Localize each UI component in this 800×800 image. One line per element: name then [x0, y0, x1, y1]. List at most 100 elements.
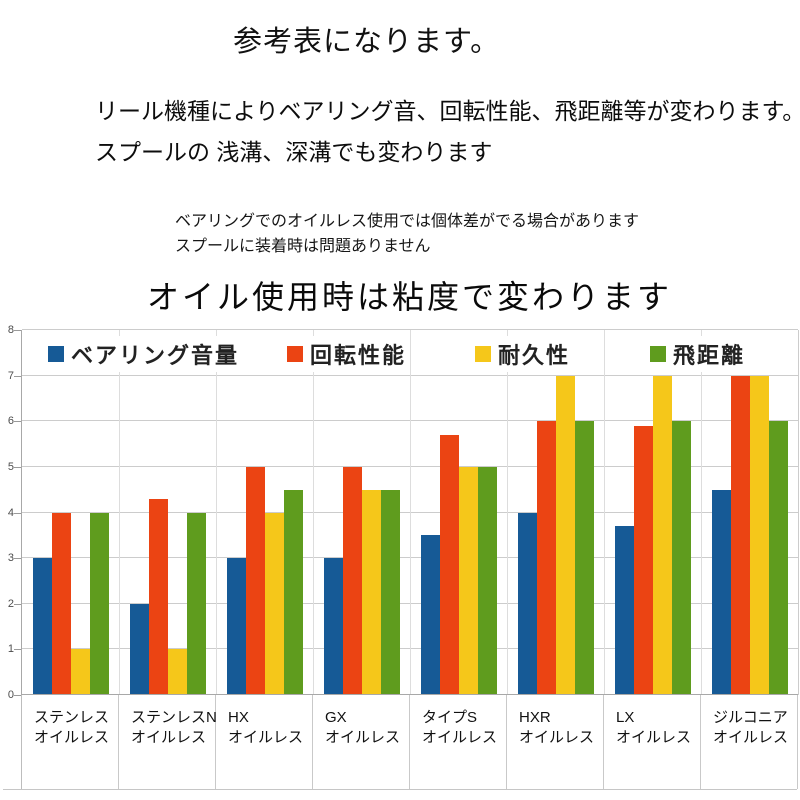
category-label-line: GX: [325, 709, 347, 726]
category-axis: ステンレス オイルレス ステンレスN オイルレス HX オイルレス GX オイルレス タイプS オ…: [21, 695, 798, 789]
category-label-line: ステンレスN: [131, 709, 217, 726]
legend-item-飛距離: 飛距離: [650, 336, 750, 372]
y-axis-tick: [14, 558, 21, 560]
y-axis-tick: [14, 695, 21, 696]
y-axis-label-8: 8: [7, 324, 14, 336]
y-axis-tick: [14, 421, 21, 423]
y-axis-label-5: 5: [7, 460, 14, 473]
plot-area: [21, 329, 799, 695]
y-axis-label-0: 0: [7, 689, 14, 701]
y-axis-tick: [14, 466, 21, 468]
gridline-y8: [22, 329, 798, 330]
category-label-line: ジルコニア: [713, 709, 788, 726]
category-label-line: オイルレス: [228, 729, 304, 746]
category-label-ステンレスN: ステンレスN オイルレス: [119, 695, 217, 789]
category-label-LX: LX オイルレス: [604, 695, 701, 789]
category-separator: [216, 330, 217, 695]
bar-耐久性-0: [71, 649, 90, 695]
y-axis-tick: [14, 330, 21, 331]
bar-飛距離-3: [381, 489, 400, 695]
bar-飛距離-1: [187, 512, 206, 695]
category-label-line: HXR: [519, 709, 551, 726]
statement-text: オイル使用時は粘度で変わります: [147, 279, 673, 315]
intro-line-1: リール機種によりベアリング音、回転性能、飛距離等が変わります。: [95, 98, 800, 124]
bar-回転性能-0: [52, 512, 71, 695]
category-label-HX: HX オイルレス: [216, 695, 313, 789]
bar-回転性能-5: [537, 421, 556, 695]
bar-回転性能-6: [634, 425, 653, 695]
bar-耐久性-7: [750, 375, 769, 695]
x-axis-line: [22, 694, 798, 695]
legend-label: 耐久性: [498, 343, 571, 368]
legend-item-耐久性: 耐久性: [475, 336, 575, 372]
category-label-line: オイルレス: [713, 729, 789, 746]
intro-line-2: スプールの 浅溝、深溝でも変わります: [95, 139, 493, 165]
legend-swatch-icon: [287, 346, 303, 362]
category-separator: [604, 330, 605, 695]
bar-耐久性-1: [168, 649, 187, 695]
bar-飛距離-5: [575, 421, 594, 695]
bottom-border-line: [3, 789, 797, 790]
category-label-ジルコニア: ジルコニアオイルレス: [701, 695, 798, 789]
category-separator: [701, 330, 702, 695]
category-label-line: LX: [616, 709, 635, 726]
bar-ベアリング音量-3: [324, 558, 343, 695]
category-label-line: オイルレス: [616, 729, 692, 746]
y-axis-label-1: 1: [7, 643, 14, 656]
category-label-line: ステンレス: [34, 709, 110, 726]
bar-耐久性-5: [556, 375, 575, 695]
y-axis-tick: [14, 375, 21, 377]
category-label-line: HX: [228, 709, 249, 726]
legend-label: 回転性能: [310, 343, 407, 368]
legend-swatch-icon: [650, 346, 666, 362]
category-label-line: オイルレス: [34, 729, 110, 746]
legend-item-ベアリング音量: ベアリング音量: [48, 336, 244, 372]
legend-item-回転性能: 回転性能: [287, 336, 411, 372]
y-axis-label-2: 2: [7, 597, 14, 610]
bar-飛距離-0: [90, 512, 109, 695]
bar-ベアリング音量-5: [518, 512, 537, 695]
bar-回転性能-1: [149, 498, 168, 695]
bar-飛距離-6: [672, 421, 691, 695]
category-label-タイプS: タイプS オイルレス: [410, 695, 507, 789]
bar-ベアリング音量-2: [227, 558, 246, 695]
legend-label: 飛距離: [673, 343, 746, 368]
category-separator: [410, 330, 411, 695]
category-label-GX: GX オイルレス: [313, 695, 410, 789]
bar-回転性能-7: [731, 375, 750, 695]
bar-ベアリング音量-1: [130, 603, 149, 695]
y-axis-label-4: 4: [7, 506, 14, 519]
bar-飛距離-7: [769, 421, 788, 695]
y-axis-label-3: 3: [7, 552, 14, 565]
category-label-HXR: HXR オイルレス: [507, 695, 604, 789]
category-label-line: オイルレス: [131, 729, 207, 746]
bar-飛距離-2: [284, 489, 303, 695]
category-separator: [507, 330, 508, 695]
category-separator: [313, 330, 314, 695]
note-line-2: スプールに装着時は問題ありません: [175, 238, 431, 255]
category-label-line: タイプS: [422, 709, 478, 726]
bar-回転性能-3: [343, 466, 362, 695]
bar-耐久性-6: [653, 375, 672, 695]
y-axis-tick: [14, 603, 21, 605]
bar-ベアリング音量-4: [421, 535, 440, 695]
bar-飛距離-4: [478, 466, 497, 695]
y-axis-tick: [14, 649, 21, 651]
category-label-line: オイルレス: [519, 729, 595, 746]
chart-legend: ベアリング音量 回転性能 耐久性 飛距離: [0, 336, 776, 372]
bar-chart: ベアリング音量 回転性能 耐久性 飛距離 ステンレス オイルレス ステンレスN オイルレス H…: [0, 318, 800, 800]
bar-回転性能-2: [246, 466, 265, 695]
y-axis-label-7: 7: [7, 369, 14, 382]
page-title: 参考表になります。: [233, 26, 501, 58]
bar-耐久性-3: [362, 489, 381, 695]
y-axis-label-6: 6: [7, 415, 14, 428]
bar-ベアリング音量-0: [33, 558, 52, 695]
bar-回転性能-4: [440, 434, 459, 695]
bar-耐久性-2: [265, 512, 284, 695]
bar-ベアリング音量-6: [615, 526, 634, 695]
legend-swatch-icon: [48, 346, 64, 362]
note-line-1: ベアリングでのオイルレス使用では個体差がでる場合があります: [175, 213, 640, 230]
category-label-line: オイルレス: [325, 729, 401, 746]
category-label-ステンレス: ステンレスオイルレス: [22, 695, 119, 789]
legend-label: ベアリング音量: [71, 343, 240, 368]
